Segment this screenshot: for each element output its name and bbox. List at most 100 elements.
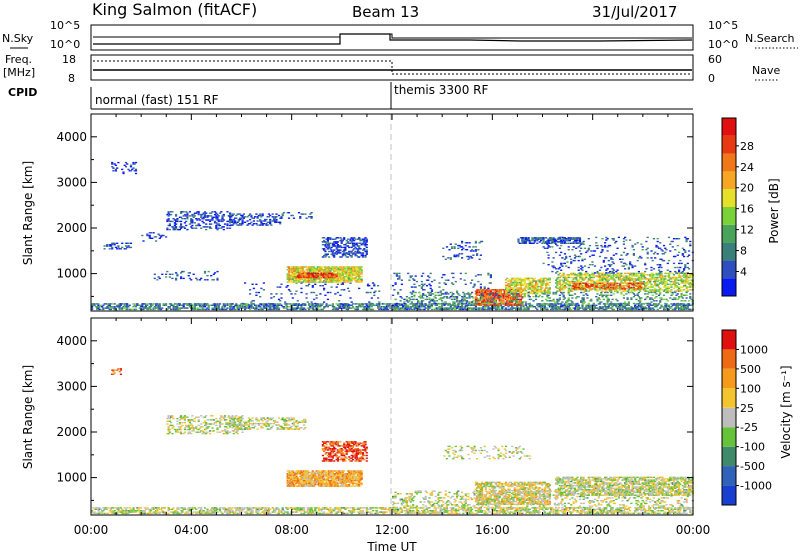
heatmap-cell xyxy=(504,296,508,298)
heatmap-cell xyxy=(626,279,629,281)
heatmap-cell xyxy=(587,285,590,287)
heatmap-cell xyxy=(344,270,347,272)
heatmap-cell xyxy=(355,248,358,250)
heatmap-cell xyxy=(645,278,648,280)
heatmap-cell xyxy=(196,308,199,311)
heatmap-cell xyxy=(642,280,645,283)
heatmap-cell xyxy=(218,308,222,311)
heatmap-cell xyxy=(652,253,656,255)
heatmap-cell xyxy=(598,279,602,281)
heatmap-cell xyxy=(358,280,361,282)
heatmap-cell xyxy=(469,250,472,252)
heatmap-cell xyxy=(526,279,529,281)
heatmap-cell xyxy=(192,273,195,275)
heatmap-cell xyxy=(551,306,554,308)
heatmap-cell xyxy=(252,303,255,305)
heatmap-cell xyxy=(481,302,484,305)
heatmap-cell xyxy=(328,278,331,280)
heatmap-cell xyxy=(637,279,640,281)
heatmap-cell xyxy=(136,304,139,306)
heatmap-cell xyxy=(453,298,456,301)
heatmap-cell xyxy=(572,285,575,287)
heatmap-cell xyxy=(251,224,254,226)
heatmap-cell xyxy=(557,238,560,240)
heatmap-cell xyxy=(336,271,339,274)
heatmap-cell xyxy=(350,278,353,280)
heatmap-cell xyxy=(568,307,571,309)
heatmap-cell xyxy=(300,276,303,279)
heatmap-cell xyxy=(517,277,520,280)
heatmap-cell xyxy=(200,227,203,229)
heatmap-cell xyxy=(576,286,579,288)
heatmap-cell xyxy=(272,217,276,219)
heatmap-cell xyxy=(175,227,178,229)
heatmap-cell xyxy=(315,267,318,270)
heatmap-cell xyxy=(330,253,333,255)
heatmap-cell xyxy=(644,306,647,308)
heatmap-cell xyxy=(229,218,232,221)
heatmap-cell xyxy=(173,228,176,231)
heatmap-cell xyxy=(257,291,260,294)
heatmap-cell xyxy=(338,273,341,275)
heatmap-cell xyxy=(168,273,171,275)
heatmap-cell xyxy=(254,307,257,309)
heatmap-cell xyxy=(315,281,318,283)
heatmap-cell xyxy=(481,307,484,309)
heatmap-cell xyxy=(339,266,342,268)
heatmap-cell xyxy=(591,272,594,275)
heatmap-cell xyxy=(355,281,358,283)
heatmap-cell xyxy=(528,242,531,244)
heatmap-cell xyxy=(262,303,265,305)
heatmap-cell xyxy=(507,285,510,288)
heatmap-cell xyxy=(604,289,607,291)
heatmap-cell xyxy=(627,307,630,309)
heatmap-cell xyxy=(489,275,492,277)
heatmap-cell xyxy=(571,286,574,288)
heatmap-cell xyxy=(234,304,237,306)
heatmap-cell xyxy=(640,272,643,275)
heatmap-cell xyxy=(494,298,497,301)
heatmap-cell xyxy=(516,287,519,289)
heatmap-cell xyxy=(621,278,624,280)
heatmap-cell xyxy=(489,276,492,279)
heatmap-cell xyxy=(555,307,558,309)
heatmap-cell xyxy=(335,253,338,255)
heatmap-cell xyxy=(601,272,604,275)
heatmap-cell xyxy=(121,242,124,244)
heatmap-cell xyxy=(315,297,318,299)
heatmap-cell xyxy=(582,289,585,291)
heatmap-cell xyxy=(333,281,336,283)
heatmap-cell xyxy=(364,308,367,311)
heatmap-cell xyxy=(524,279,528,281)
heatmap-cell xyxy=(382,308,385,311)
heatmap-cell xyxy=(440,306,444,308)
heatmap-cell xyxy=(141,306,144,308)
heatmap-cell xyxy=(325,272,328,275)
heatmap-cell xyxy=(191,224,194,227)
heatmap-cell xyxy=(346,304,350,306)
heatmap-cell xyxy=(563,286,566,288)
heatmap-cell xyxy=(577,289,580,291)
heatmap-cell xyxy=(619,272,622,275)
heatmap-cell xyxy=(240,217,243,219)
heatmap-cell xyxy=(325,271,328,274)
heatmap-cell xyxy=(572,280,575,283)
heatmap-cell xyxy=(223,303,227,305)
heatmap-cell xyxy=(269,307,272,309)
heatmap-cell xyxy=(360,244,363,246)
heatmap-cell xyxy=(331,242,334,244)
heatmap-cell xyxy=(296,281,299,283)
heatmap-cell xyxy=(577,307,580,309)
heatmap-cell xyxy=(629,286,632,288)
heatmap-cell xyxy=(514,302,518,305)
heatmap-cell xyxy=(170,304,173,306)
heatmap-cell xyxy=(358,246,361,249)
heatmap-cell xyxy=(492,306,495,308)
heatmap-cell xyxy=(642,276,645,279)
heatmap-cell xyxy=(112,242,115,244)
heatmap-cell xyxy=(405,306,408,308)
heatmap-cell xyxy=(380,303,383,305)
heatmap-cell xyxy=(571,279,574,281)
heatmap-cell xyxy=(674,285,677,287)
heatmap-cell xyxy=(622,238,625,240)
